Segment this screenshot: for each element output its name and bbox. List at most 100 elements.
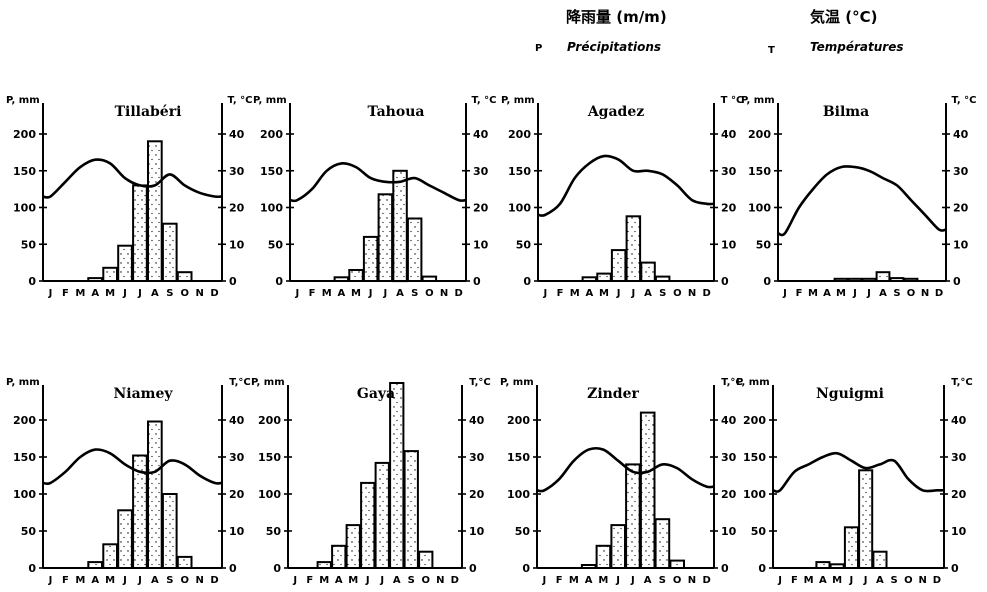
month-label: A xyxy=(335,575,343,586)
left-tick-label: 100 xyxy=(508,202,531,215)
month-label: A xyxy=(151,575,159,586)
right-tick-label: 0 xyxy=(229,275,237,288)
precip-bar-o-9 xyxy=(669,559,686,569)
month-label: N xyxy=(436,575,444,586)
right-tick-label: 40 xyxy=(473,128,489,141)
month-label: F xyxy=(309,288,316,299)
precip-axis-label: P, mm xyxy=(6,95,40,106)
legend-temp-label: Températures xyxy=(810,40,904,54)
left-tick-label: 0 xyxy=(523,275,531,288)
month-label: A xyxy=(396,288,404,299)
month-label: M xyxy=(105,288,115,299)
right-tick-label: 0 xyxy=(953,275,961,288)
month-label: M xyxy=(322,288,332,299)
right-tick-label: 10 xyxy=(473,238,489,251)
precip-bar-s-8 xyxy=(654,518,671,570)
left-tick-label: 50 xyxy=(21,238,37,251)
left-tick-label: 100 xyxy=(260,202,283,215)
right-tick-label: 30 xyxy=(953,165,969,178)
month-label: J xyxy=(292,575,297,586)
month-label: M xyxy=(348,575,358,586)
month-label: J xyxy=(616,288,621,299)
precip-bar-m-4 xyxy=(348,269,364,282)
legend-precip-symbol: P xyxy=(535,43,543,54)
left-tick-label: 150 xyxy=(748,165,771,178)
month-label: F xyxy=(306,575,313,586)
month-label: N xyxy=(195,288,203,299)
precip-bar-j-5 xyxy=(610,524,627,569)
precip-axis-label: P, mm xyxy=(501,95,535,106)
month-label: O xyxy=(421,575,430,586)
station-title: Agadez xyxy=(587,104,644,120)
month-label: M xyxy=(832,575,842,586)
month-label: F xyxy=(791,575,798,586)
right-tick-label: 0 xyxy=(469,562,477,575)
month-label: M xyxy=(804,575,814,586)
precip-bar-a-7 xyxy=(872,550,888,570)
left-tick-label: 0 xyxy=(28,562,36,575)
month-label: J xyxy=(630,288,635,299)
month-label: M xyxy=(105,575,115,586)
month-label: M xyxy=(319,575,329,586)
left-tick-label: 0 xyxy=(28,275,36,288)
month-label: M xyxy=(570,288,580,299)
month-label: M xyxy=(808,288,818,299)
month-label: J xyxy=(866,288,871,299)
right-tick-label: 40 xyxy=(721,128,737,141)
left-tick-label: 50 xyxy=(515,525,531,538)
month-label: D xyxy=(703,288,711,299)
month-label: S xyxy=(166,288,173,299)
right-tick-label: 20 xyxy=(473,202,489,215)
precip-bar-o-9 xyxy=(418,550,434,570)
precip-axis-label: P, mm xyxy=(736,377,770,388)
month-label: D xyxy=(455,288,463,299)
precip-axis-label: P, mm xyxy=(251,377,285,388)
month-label: D xyxy=(935,288,943,299)
left-tick-label: 200 xyxy=(508,128,531,141)
temperature-curve xyxy=(536,446,715,493)
left-tick-label: 0 xyxy=(758,562,766,575)
month-label: N xyxy=(195,575,203,586)
month-label: J xyxy=(294,288,299,299)
month-label: O xyxy=(425,288,434,299)
legend-precip-label: Précipitations xyxy=(567,40,662,54)
precip-bar-m-4 xyxy=(102,266,119,282)
month-label: F xyxy=(796,288,803,299)
legend-temp-symbol: T xyxy=(768,45,775,56)
legend-precip-cjk: 降雨量 (m/m) xyxy=(566,8,667,26)
right-tick-label: 20 xyxy=(721,202,737,215)
left-tick-label: 50 xyxy=(751,525,767,538)
right-tick-label: 20 xyxy=(953,202,969,215)
month-label: S xyxy=(408,575,415,586)
month-label: S xyxy=(411,288,418,299)
month-label: M xyxy=(598,575,608,586)
month-label: N xyxy=(921,288,929,299)
left-tick-label: 0 xyxy=(275,275,283,288)
month-label: J xyxy=(365,575,370,586)
right-tick-label: 20 xyxy=(469,488,485,501)
month-label: A xyxy=(879,288,887,299)
month-label: A xyxy=(644,575,652,586)
right-tick-label: 20 xyxy=(229,202,245,215)
right-tick-label: 0 xyxy=(951,562,959,575)
month-label: F xyxy=(556,575,563,586)
right-tick-label: 0 xyxy=(721,275,729,288)
right-tick-label: 40 xyxy=(721,414,737,427)
station-title: Gaya xyxy=(357,386,395,402)
month-label: M xyxy=(75,575,85,586)
temp-axis-label: T,°C xyxy=(229,377,251,388)
temperature-curve xyxy=(772,451,944,493)
station-title: Nguigmi xyxy=(816,386,884,402)
month-label: F xyxy=(62,288,69,299)
precip-bar-j-5 xyxy=(117,509,133,569)
left-tick-label: 100 xyxy=(258,488,281,501)
precip-bar-s-8 xyxy=(161,222,178,282)
month-label: N xyxy=(688,575,696,586)
left-tick-label: 100 xyxy=(13,488,36,501)
precip-bar-j-5 xyxy=(843,526,860,569)
right-tick-label: 0 xyxy=(473,275,481,288)
